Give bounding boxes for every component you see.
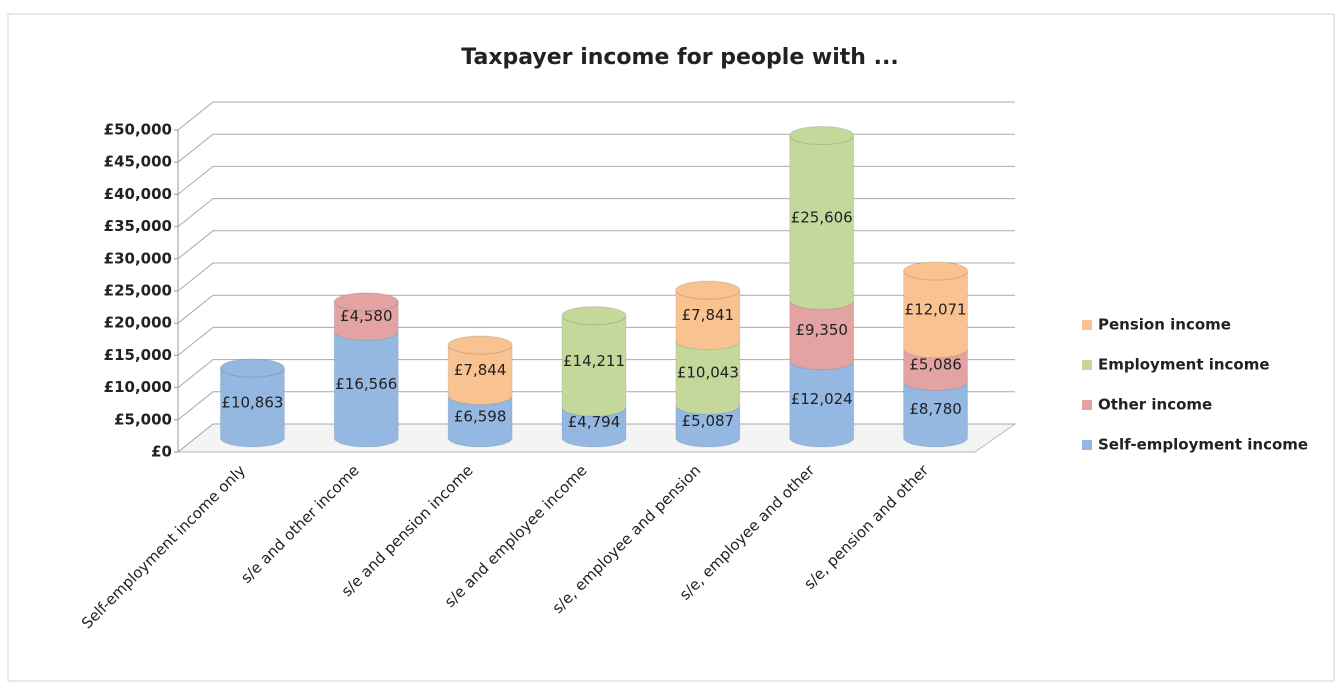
legend-label: Other income <box>1098 396 1212 414</box>
cylinder-top <box>561 306 627 326</box>
grid-line <box>177 133 1015 163</box>
value-label: £7,844 <box>454 361 507 379</box>
cylinder-top <box>675 280 741 300</box>
y-tick-label: £40,000 <box>104 185 172 203</box>
y-tick-label: £45,000 <box>104 153 172 171</box>
y-tick-label: £35,000 <box>104 217 172 235</box>
legend-swatch <box>1082 320 1092 330</box>
y-tick-label: £30,000 <box>104 249 172 267</box>
legend-swatch <box>1082 400 1092 410</box>
cylinder-top <box>219 358 285 378</box>
y-tick-label: £15,000 <box>104 346 172 364</box>
grid-line <box>177 294 1015 324</box>
value-label: £7,841 <box>682 306 735 324</box>
legend-label: Employment income <box>1098 356 1270 374</box>
value-label: £12,024 <box>791 390 853 408</box>
cylinder-top <box>447 335 513 355</box>
value-label: £10,043 <box>677 363 739 381</box>
y-tick-label: £0 <box>151 443 172 461</box>
chart-title: Taxpayer income for people with ... <box>461 45 898 70</box>
value-label: £6,598 <box>454 407 507 425</box>
value-label: £5,087 <box>682 412 735 430</box>
grid-line <box>177 165 1015 195</box>
grid-line <box>177 391 1015 421</box>
legend-swatch <box>1082 440 1092 450</box>
grid-line <box>177 423 1015 453</box>
y-tick-label: £10,000 <box>104 378 172 396</box>
grid-line <box>177 262 1015 292</box>
grid-line <box>177 198 1015 227</box>
value-label: £4,794 <box>568 413 621 431</box>
value-label: £25,606 <box>791 208 853 226</box>
value-label: £14,211 <box>563 352 625 370</box>
cylinder-top <box>333 292 399 312</box>
y-tick-label: £20,000 <box>104 314 172 332</box>
grid-line <box>177 230 1015 260</box>
value-label: £4,580 <box>340 307 393 325</box>
y-tick-label: £25,000 <box>104 282 172 300</box>
y-tick-label: £50,000 <box>104 121 172 139</box>
value-label: £16,566 <box>335 375 397 393</box>
value-label: £12,071 <box>905 300 967 318</box>
cylinder-top <box>789 125 855 145</box>
y-tick-label: £5,000 <box>114 410 172 428</box>
legend-label: Pension income <box>1098 316 1231 334</box>
grid-line <box>177 359 1015 388</box>
legend-label: Self-employment income <box>1098 436 1308 454</box>
value-label: £8,780 <box>909 400 962 418</box>
value-label: £10,863 <box>221 394 283 412</box>
value-label: £5,086 <box>909 356 962 374</box>
legend-swatch <box>1082 360 1092 370</box>
cylinder-top <box>903 261 969 281</box>
grid-line <box>177 101 1015 131</box>
chart-frame <box>7 13 1335 682</box>
grid-line <box>177 326 1015 356</box>
value-label: £9,350 <box>795 321 848 339</box>
